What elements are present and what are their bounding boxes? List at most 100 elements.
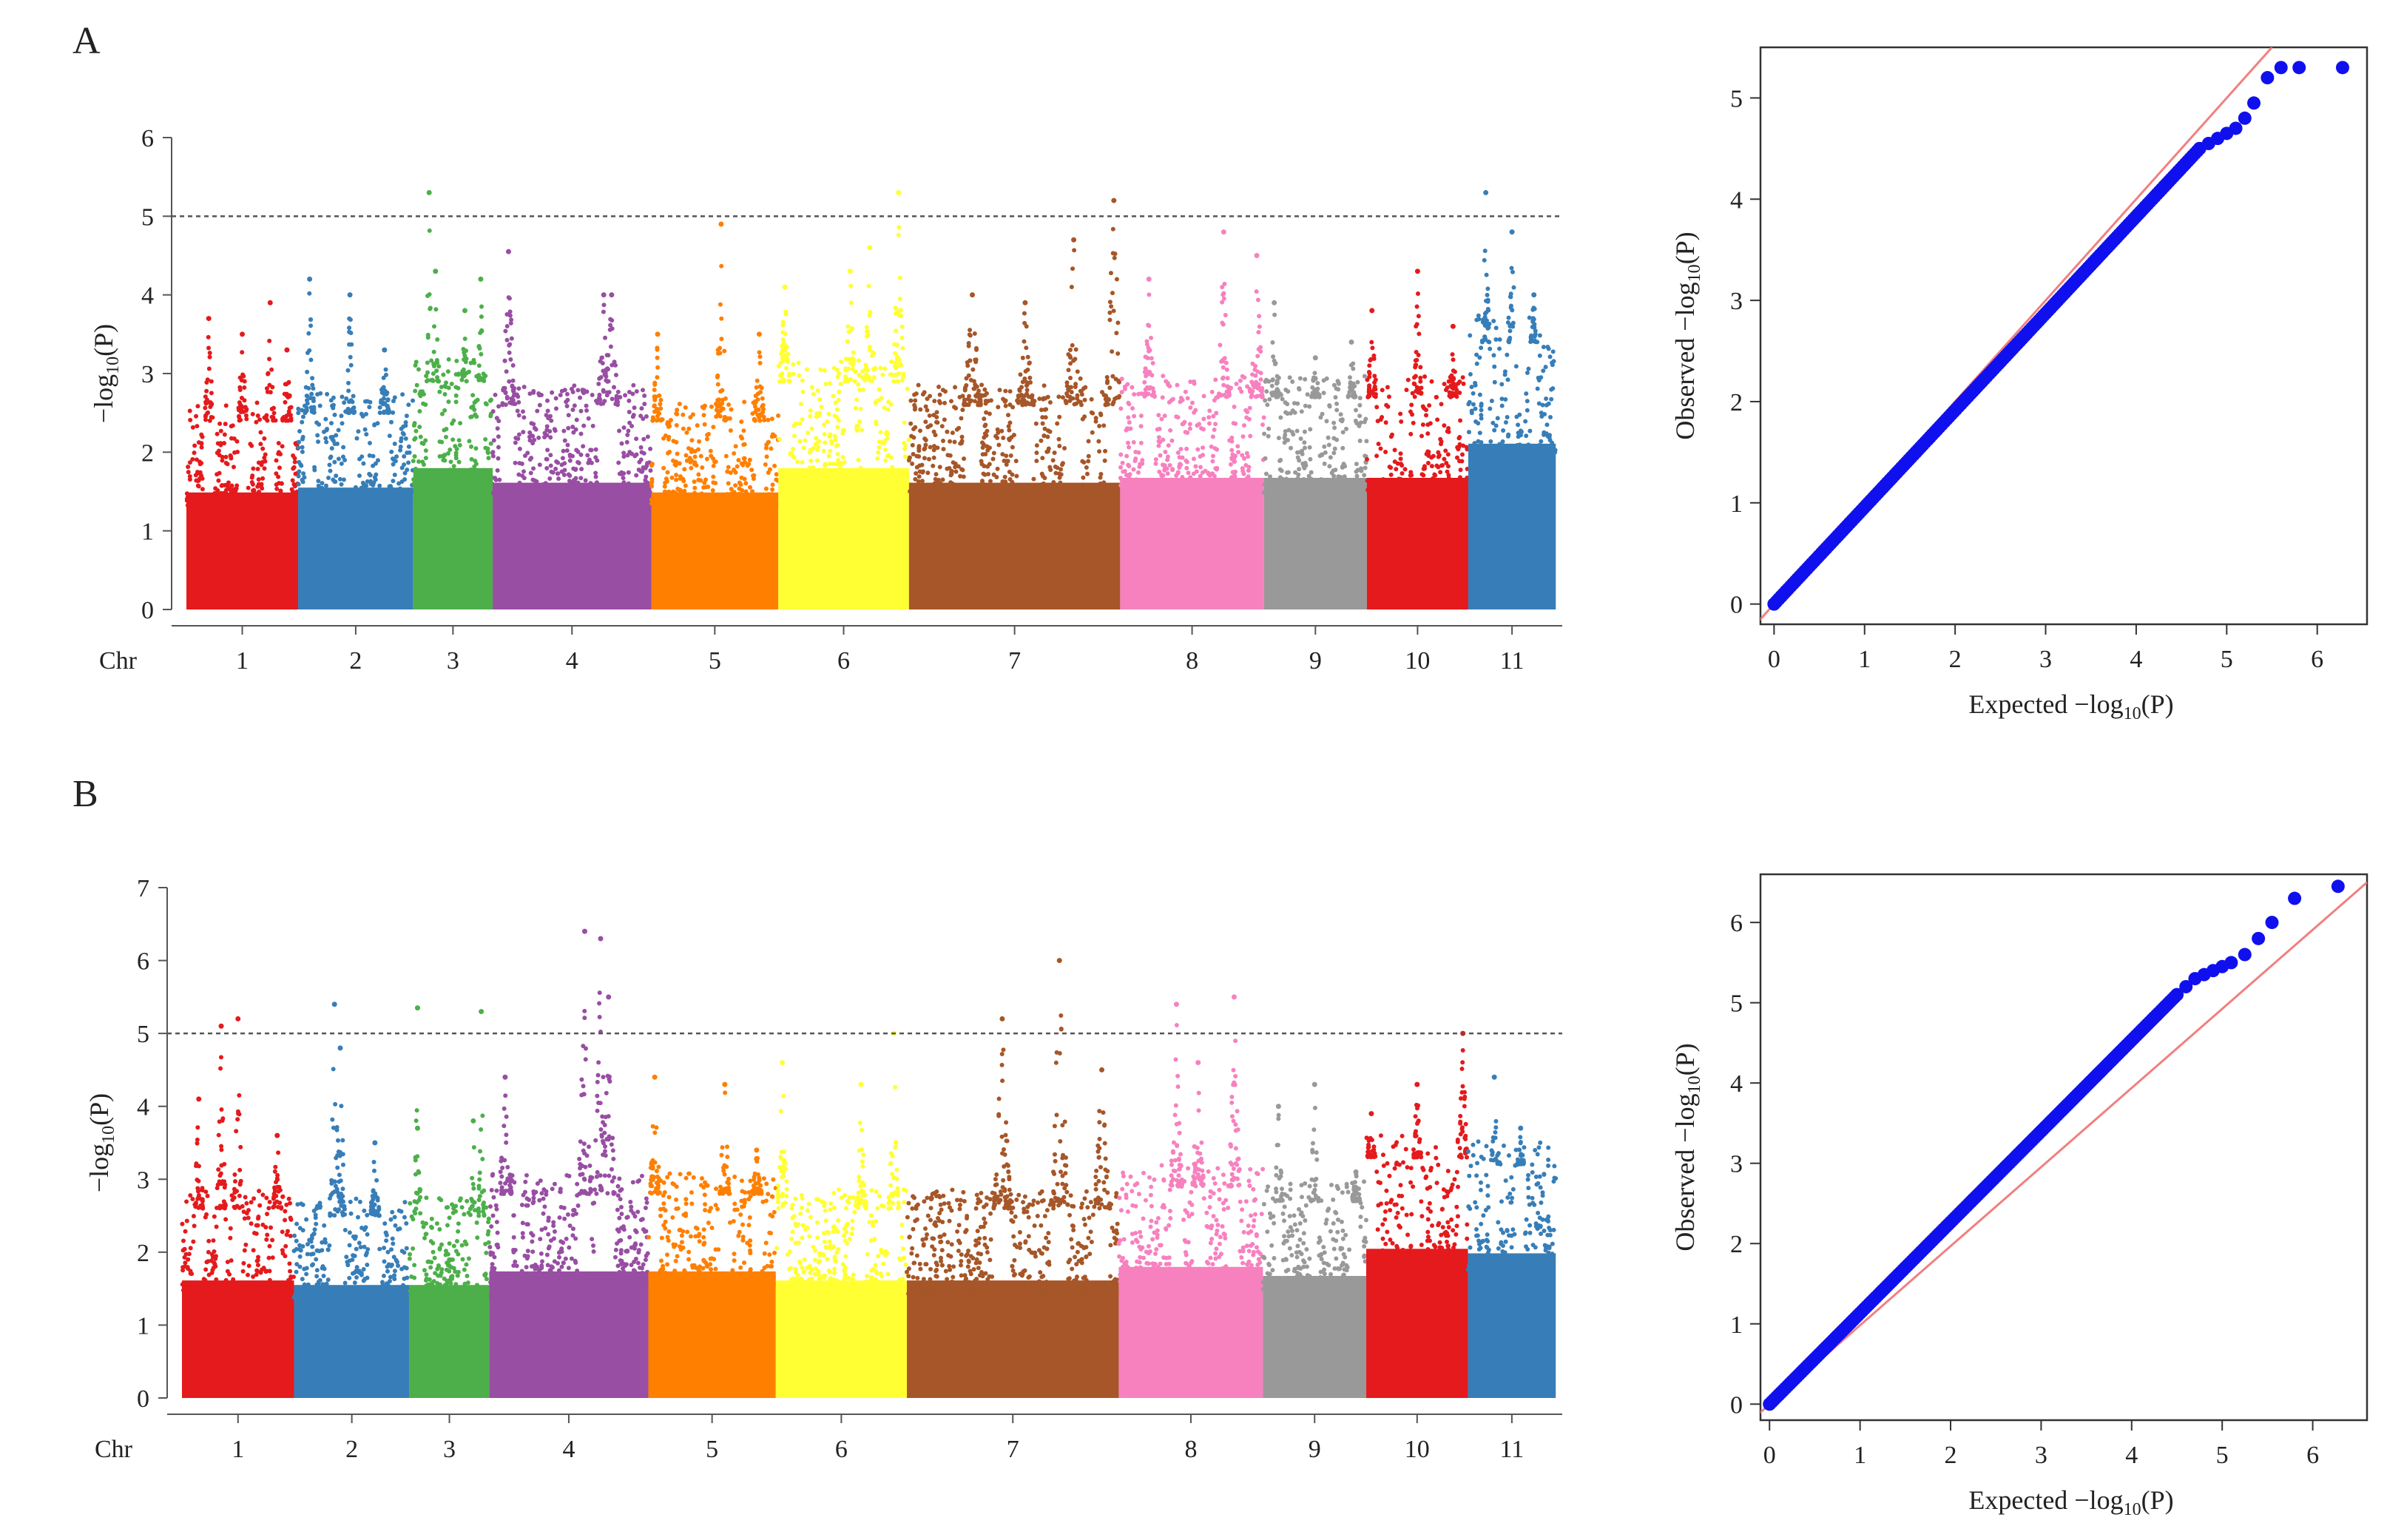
y-tick-label: 6 <box>141 125 154 152</box>
snp-point <box>239 395 244 400</box>
snp-point <box>332 479 337 484</box>
snp-point <box>402 477 408 482</box>
snp-point <box>462 371 467 376</box>
snp-point <box>1505 454 1510 459</box>
snp-point <box>545 494 550 499</box>
snp-point <box>1419 433 1424 439</box>
chromosome-block-1 <box>186 492 299 609</box>
snp-point <box>250 411 255 416</box>
snp-point <box>1476 439 1481 444</box>
snp-point <box>473 446 479 451</box>
snp-point <box>1039 482 1044 487</box>
snp-point <box>1166 443 1171 448</box>
snp-point <box>493 476 498 481</box>
snp-point <box>1058 480 1063 485</box>
snp-point <box>1297 385 1302 391</box>
snp-point <box>293 471 298 476</box>
snp-point <box>237 1193 242 1198</box>
snp-point <box>702 422 707 427</box>
snp-point <box>834 414 840 419</box>
snp-point <box>510 363 516 368</box>
snp-point <box>254 419 259 425</box>
snp-point <box>1451 357 1456 362</box>
snp-point <box>1376 442 1381 447</box>
snp-point <box>516 432 521 437</box>
snp-point <box>882 448 888 453</box>
snp-point <box>286 380 291 385</box>
snp-point <box>960 467 965 473</box>
snp-point <box>1098 475 1103 480</box>
snp-point <box>1503 419 1508 425</box>
snp-point <box>729 407 734 412</box>
snp-point <box>249 443 254 448</box>
snp-point <box>621 476 626 481</box>
snp-point <box>838 382 843 387</box>
snp-point <box>908 489 913 494</box>
snp-point <box>1537 333 1542 338</box>
snp-point <box>399 465 405 470</box>
snp-point <box>545 398 550 403</box>
peak-point <box>1531 292 1537 298</box>
snp-point <box>1086 439 1091 444</box>
snp-point <box>204 388 209 394</box>
snp-point <box>583 478 588 483</box>
snp-point <box>781 346 786 351</box>
snp-point <box>966 373 971 378</box>
snp-point <box>1541 368 1546 374</box>
snp-point <box>1196 422 1201 427</box>
snp-point <box>648 468 653 473</box>
snp-point <box>1367 363 1372 368</box>
snp-point <box>627 494 632 499</box>
snp-point <box>406 402 411 408</box>
snp-point <box>517 480 522 485</box>
snp-point <box>1505 352 1510 357</box>
snp-point <box>1497 337 1502 342</box>
snp-point <box>1010 405 1016 410</box>
snp-point <box>340 454 345 459</box>
snp-point <box>308 323 314 328</box>
snp-point <box>840 454 845 459</box>
snp-point <box>1165 487 1170 492</box>
snp-point <box>1505 433 1510 439</box>
snp-point <box>490 409 496 414</box>
snp-point <box>766 417 771 422</box>
snp-point <box>243 413 249 418</box>
snp-point <box>808 413 813 419</box>
snp-point <box>711 463 716 468</box>
snp-point <box>697 439 702 444</box>
snp-point <box>1265 402 1270 408</box>
snp-point <box>473 399 479 404</box>
snp-point <box>1474 317 1479 322</box>
snp-point <box>228 501 233 507</box>
snp-point <box>1468 372 1473 377</box>
snp-point <box>518 486 523 491</box>
snp-point <box>1130 385 1135 390</box>
snp-point <box>665 490 670 495</box>
snp-point <box>1272 312 1277 317</box>
snp-point <box>1461 381 1466 386</box>
snp-point <box>1026 394 1031 399</box>
snp-point <box>1110 374 1115 379</box>
snp-point <box>692 454 698 459</box>
snp-point <box>1059 493 1064 498</box>
snp-point <box>314 420 320 425</box>
snp-point <box>1214 467 1219 472</box>
snp-point <box>968 333 973 338</box>
snp-point <box>264 1237 269 1242</box>
snp-point <box>1546 346 1551 351</box>
snp-point <box>581 444 586 449</box>
snp-point <box>1258 345 1263 350</box>
snp-point <box>1496 448 1501 453</box>
snp-point <box>280 416 286 422</box>
snp-point <box>1457 487 1462 493</box>
snp-point <box>1167 399 1172 405</box>
snp-point <box>613 372 618 377</box>
snp-point <box>1256 330 1261 335</box>
snp-point <box>1266 482 1272 487</box>
snp-point <box>1267 396 1272 402</box>
snp-point <box>962 385 968 390</box>
snp-point <box>1416 390 1421 395</box>
x-tick-label: 5 <box>709 647 721 675</box>
snp-point <box>251 487 257 493</box>
snp-point <box>763 486 769 491</box>
